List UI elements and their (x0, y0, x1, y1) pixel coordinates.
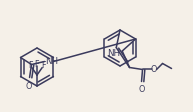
Text: F: F (35, 59, 39, 69)
Text: F: F (41, 61, 46, 70)
Text: NH: NH (46, 57, 59, 66)
Text: O: O (25, 82, 32, 90)
Text: NH: NH (107, 48, 120, 58)
Text: F: F (28, 61, 33, 70)
Text: O: O (150, 65, 157, 74)
Text: O: O (138, 85, 145, 95)
